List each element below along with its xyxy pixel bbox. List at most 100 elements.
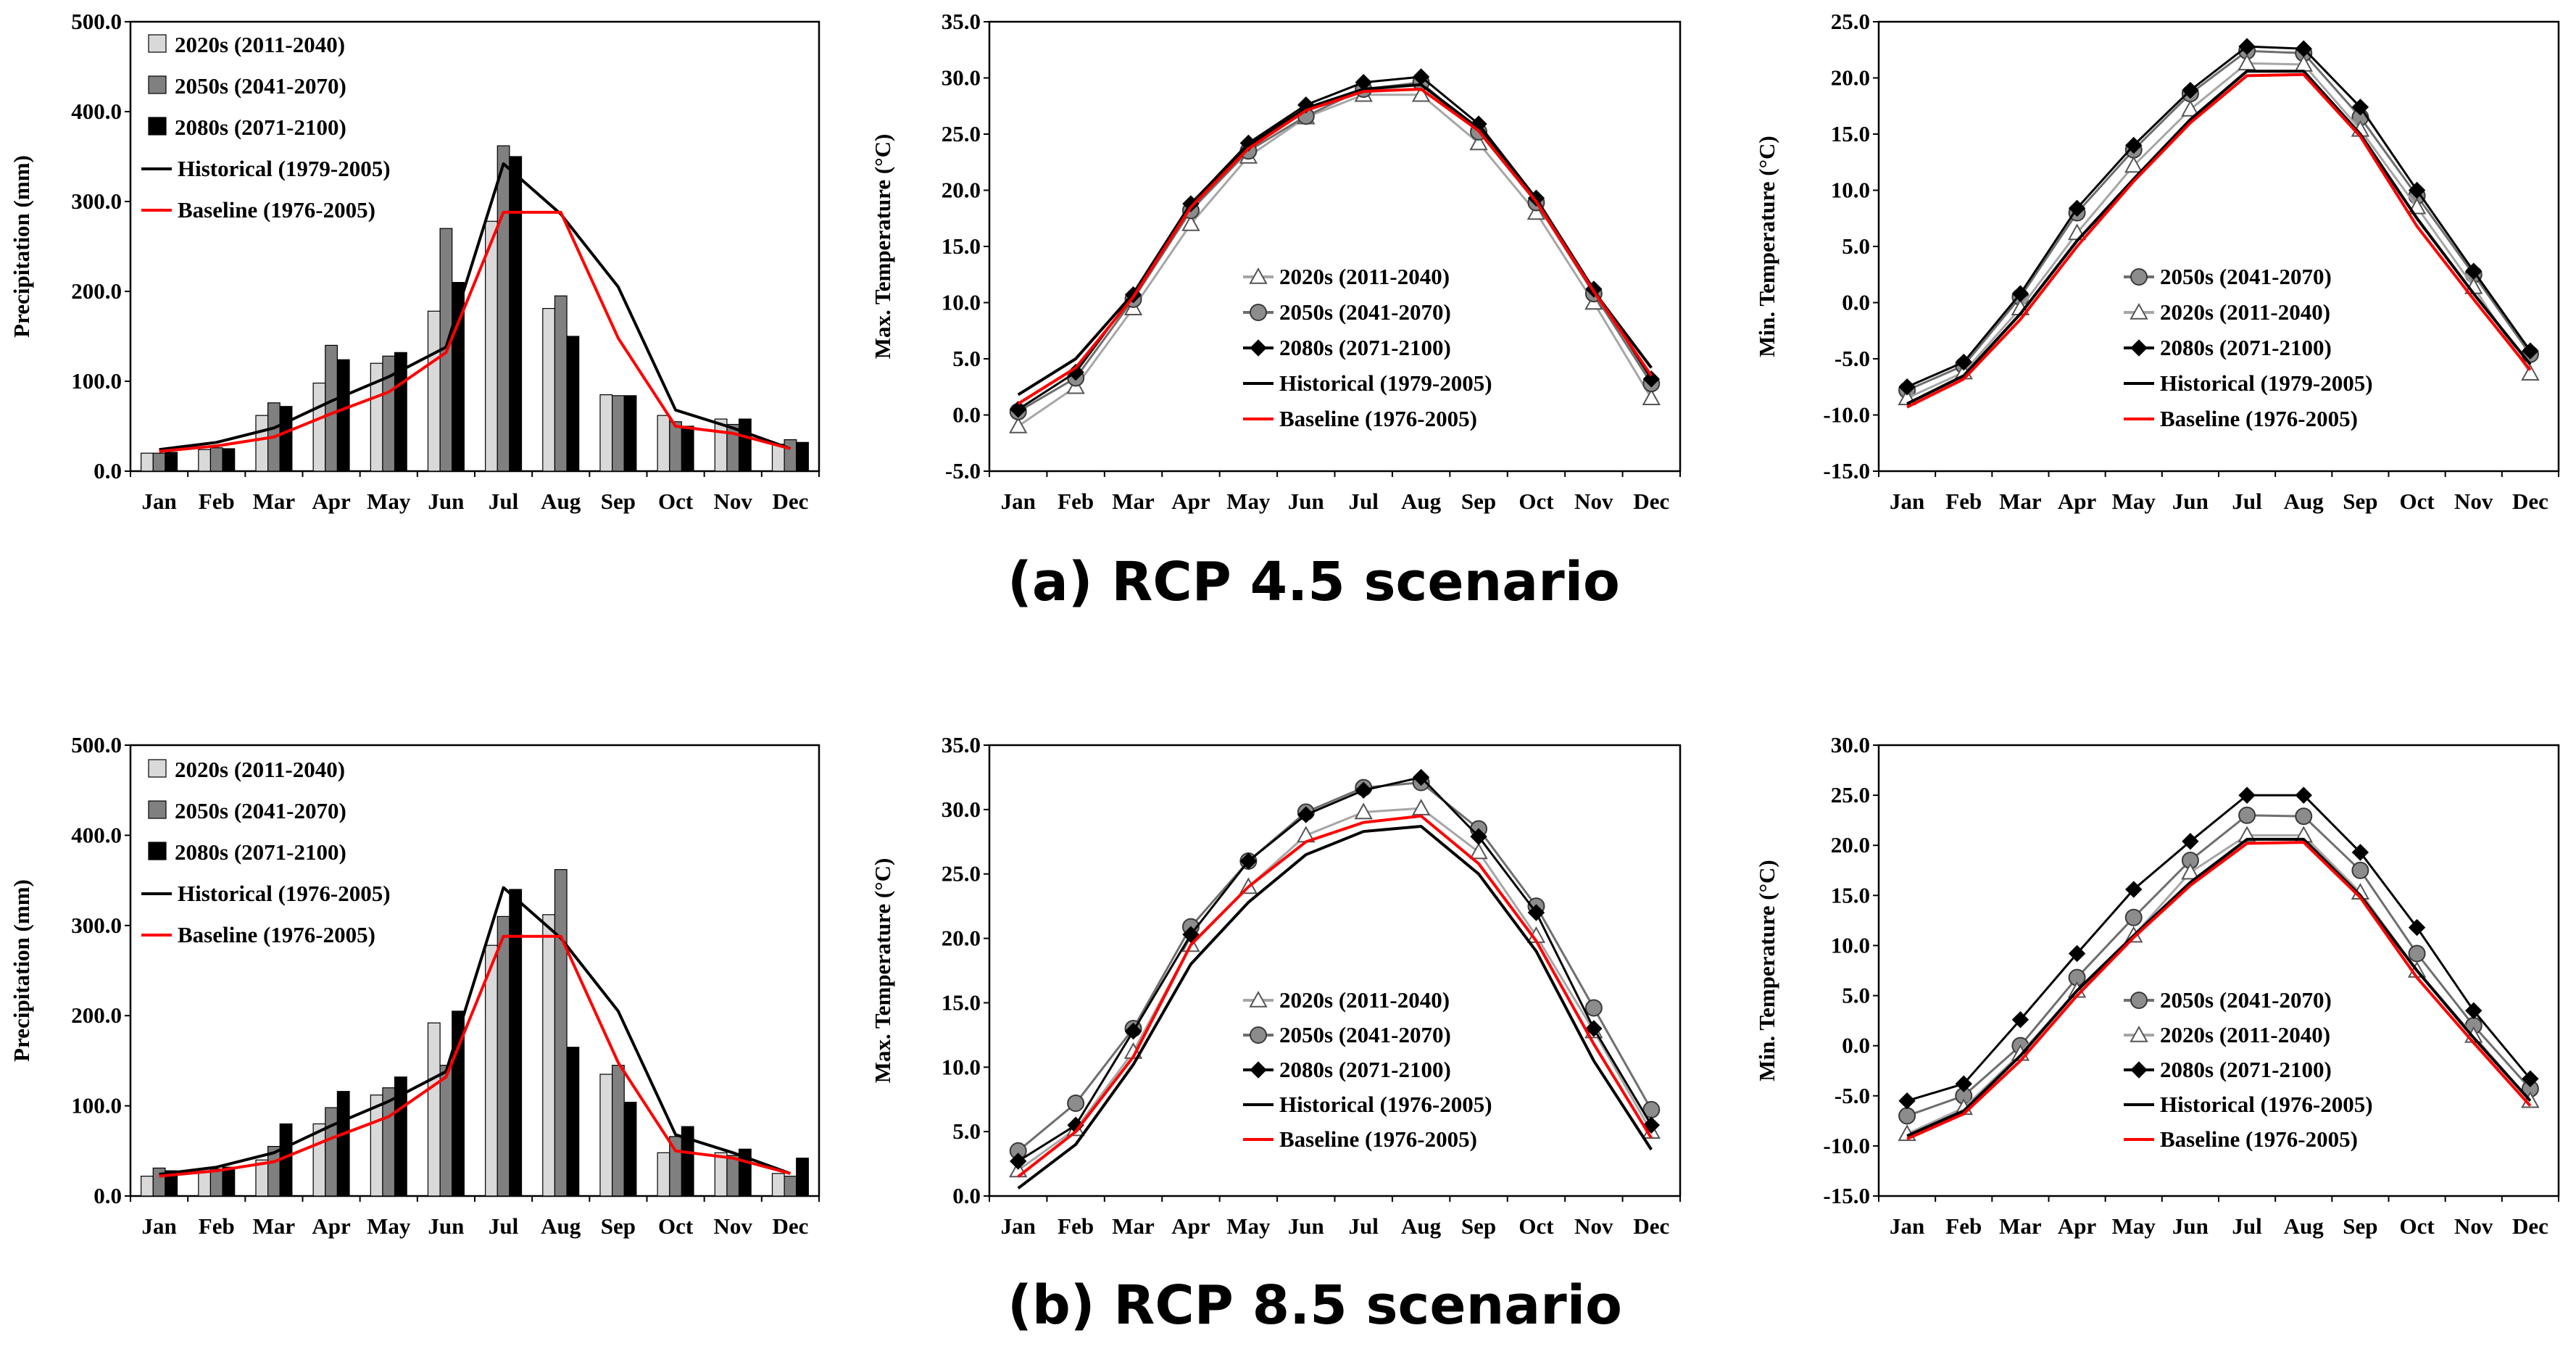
chart-precip45: 0.0 100.0 200.0 300.0 400.0 500.0 Jan Feb Mar Apr… <box>9 9 820 514</box>
bar-s2020 <box>542 914 556 1197</box>
legend-label: 2050s (2041-2070) <box>1279 299 1451 325</box>
series-line-s2050 <box>1906 49 2532 391</box>
x-tick-label: Jul <box>2232 1213 2262 1239</box>
bar-s2020 <box>198 449 212 472</box>
series-line-historical <box>159 886 792 1176</box>
x-tick-label: Dec <box>2512 1213 2548 1239</box>
series-line-s2080 <box>1906 45 2532 389</box>
legend-label: 2050s (2041-2070) <box>175 798 346 823</box>
series-line-baseline <box>159 934 791 1178</box>
bar-s2020 <box>657 415 670 472</box>
marker-diamond <box>2522 1070 2539 1087</box>
series-line-baseline <box>1906 841 2532 1141</box>
bar-s2080 <box>796 441 809 472</box>
bar-s2080 <box>336 1091 350 1197</box>
x-tick-label: Mar <box>1112 1213 1155 1239</box>
bar-s2080 <box>566 336 580 472</box>
marker-circle <box>1584 999 1603 1017</box>
y-axis-label: Max. Temperature (°C) <box>870 858 895 1084</box>
x-tick-label: Aug <box>541 489 581 514</box>
bar-s2080 <box>222 1166 236 1197</box>
y-tick-label: -5.0 <box>1835 1083 1870 1108</box>
y-tick-label: 15.0 <box>1831 882 1870 908</box>
legend-label: Historical (1976-2005) <box>2160 1092 2373 1117</box>
y-tick-label: 30.0 <box>942 797 981 822</box>
series-line-baseline <box>1017 88 1653 405</box>
x-tick-label: Oct <box>1518 489 1554 514</box>
x-tick-label: Jun <box>2172 1213 2209 1239</box>
bar-s2050 <box>612 1065 625 1197</box>
marker-diamond <box>1010 401 1027 418</box>
y-axis-label: Min. Temperature (°C) <box>1754 860 1779 1081</box>
marker-triangle <box>2181 99 2200 117</box>
x-tick-label: Nov <box>714 1213 753 1239</box>
marker-triangle <box>1181 214 1200 231</box>
marker-diamond <box>2011 285 2029 302</box>
x-tick-label: Jan <box>1890 489 1924 514</box>
x-tick-label: Jun <box>2172 489 2209 514</box>
marker-diamond <box>2522 342 2539 360</box>
marker-diamond <box>2465 262 2482 280</box>
bar-s2020 <box>771 1173 785 1197</box>
marker-triangle <box>1411 799 1431 815</box>
x-tick-label: Sep <box>1461 489 1496 514</box>
x-tick-label: Sep <box>1461 1213 1496 1239</box>
x-tick-label: Nov <box>2454 489 2493 514</box>
legend-label: Historical (1979-2005) <box>2160 370 2373 396</box>
x-tick-label: Oct <box>658 1213 694 1239</box>
y-tick-label: -10.0 <box>1823 1133 1870 1158</box>
marker-diamond <box>1898 1092 1916 1110</box>
y-tick-label: 0.0 <box>1842 1033 1870 1058</box>
y-tick-label: 25.0 <box>1831 9 1870 34</box>
y-tick-label: 300.0 <box>71 188 122 214</box>
marker-diamond <box>2408 181 2426 199</box>
x-tick-label: Jan <box>1001 1213 1036 1239</box>
legend-label: Baseline (1976-2005) <box>1279 1126 1477 1152</box>
bar-s2050 <box>554 295 568 472</box>
marker-diamond <box>2125 881 2143 898</box>
y-tick-label: -15.0 <box>1823 1183 1870 1208</box>
legend-label: 2080s (2071-2100) <box>1279 335 1451 360</box>
bar-s2080 <box>681 425 694 472</box>
marker-triangle <box>1411 85 1431 102</box>
bar-s2020 <box>141 1176 154 1197</box>
legend-marker <box>2130 302 2148 320</box>
marker-triangle <box>1009 416 1028 433</box>
legend-label: 2080s (2071-2100) <box>2160 335 2332 360</box>
series-line-historical <box>1017 824 1653 1189</box>
bar-s2050 <box>209 1168 223 1197</box>
legend-label: 2020s (2011-2040) <box>2160 299 2330 325</box>
bar-s2080 <box>509 889 523 1197</box>
marker-diamond <box>2295 786 2312 804</box>
bar-s2020 <box>312 382 326 472</box>
marker-diamond <box>1585 1020 1603 1037</box>
series-line-historical <box>1906 837 2532 1137</box>
marker-triangle <box>2124 156 2143 173</box>
x-tick-label: Aug <box>2284 1213 2324 1239</box>
marker-triangle <box>2521 364 2540 381</box>
series-line-s2020 <box>1906 62 2532 399</box>
x-tick-label: Aug <box>2284 489 2324 514</box>
x-tick-label: Jul <box>489 1213 519 1239</box>
bar-s2050 <box>784 439 797 472</box>
x-tick-label: Mar <box>1999 489 2042 514</box>
legend-label: 2080s (2071-2100) <box>175 115 346 140</box>
x-tick-label: Oct <box>2399 489 2435 514</box>
bar-s2080 <box>738 418 752 472</box>
legend-swatch <box>148 34 167 53</box>
series-line-s2080 <box>1906 794 2532 1103</box>
legend-label: Baseline (1976-2005) <box>178 922 375 947</box>
x-tick-label: Jan <box>1890 1213 1924 1239</box>
legend-label: 2080s (2071-2100) <box>2160 1057 2332 1082</box>
x-tick-label: Jan <box>1001 489 1036 514</box>
y-tick-label: 20.0 <box>1831 832 1870 858</box>
x-tick-label: Nov <box>1574 1213 1613 1239</box>
y-tick-label: 30.0 <box>942 65 981 91</box>
x-tick-label: Apr <box>312 1213 351 1239</box>
y-axis-label: Precipitation (mm) <box>9 879 34 1062</box>
legend-label: Baseline (1976-2005) <box>2160 1126 2358 1152</box>
chart-tmax85: 0.0 5.0 10.0 15.0 20.0 25.0 30.0 35.0 Jan Feb Mar A… <box>870 732 1682 1239</box>
series-line-baseline <box>159 210 791 453</box>
chart-tmin45: -15.0 -10.0 -5.0 0.0 5.0 10.0 15.0 20.0 25.0 Jan F… <box>1754 9 2560 514</box>
bar-s2050 <box>669 421 682 472</box>
